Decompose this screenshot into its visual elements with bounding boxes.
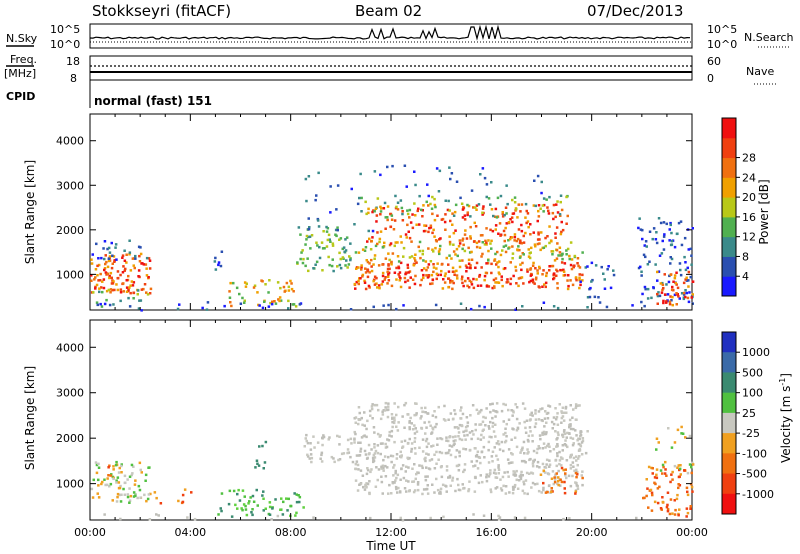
x-tick-label: 08:00 [275,526,307,539]
velocity-colorbar-label: Velocity [m s-1] [778,373,793,463]
colorbar-segment [722,216,736,238]
colorbar-segment [722,177,736,198]
date-title: 07/Dec/2013 [587,2,683,20]
colorbar-tick-label: 500 [742,366,763,379]
colorbar-segment [722,433,736,454]
colorbar-segment [722,372,736,394]
x-tick-label: 00:00 [74,526,106,539]
colorbar-segment [722,332,736,353]
y-tick-label: 1000 [56,268,84,281]
y-tick-label: 2000 [56,224,84,237]
nsky-tick-bottom: 10^0 [50,38,80,51]
colorbar-segment [722,197,736,218]
colorbar-segment [722,412,736,434]
cpid-value: normal (fast) 151 [94,94,212,108]
y-tick-label: 3000 [56,179,84,192]
time-xlabel: Time UT [365,539,416,553]
y-tick-label: 2000 [56,432,84,445]
nave-tick-bottom: 0 [707,72,714,85]
colorbar-segment [722,157,736,178]
station-title: Stokkseyri (fitACF) [92,2,231,20]
velocity-colorbar: 1000 500 100 25 -25 -100 -500 -1000 [721,331,774,515]
colorbar-tick-label: 100 [742,387,763,400]
power-colorbar: 4 8 12 16 20 24 28 [721,117,756,297]
colorbar-frame [721,117,737,297]
freq-unit: [MHz] [4,67,36,80]
colorbar-tick-label: 16 [742,211,756,224]
y-tick-label: 1000 [56,478,84,491]
colorbar-segment [722,352,736,373]
power-panel: 1000 2000 3000 4000 Slant Range [km] 4 8 12 16… [23,113,771,312]
colorbar-tick-label: 20 [742,191,756,204]
power-ylabel: Slant Range [km] [23,160,37,264]
colorbar-tick-label: 12 [742,231,756,244]
cpid-label: CPID [6,90,35,103]
colorbar-segment [722,118,736,139]
power-colorbar-label: Power [dB] [757,179,771,244]
x-tick-label: 20:00 [576,526,608,539]
nave-tick-top: 60 [707,55,721,68]
velocity-ylabel: Slant Range [km] [23,366,37,470]
velocity-echo-region [90,401,695,522]
colorbar-tick-label: 8 [742,250,749,263]
nsearch-tick-top: 10^5 [707,23,737,36]
colorbar-tick-label: 1000 [742,346,770,359]
beam-title: Beam 02 [355,2,422,20]
nsky-tick-top: 10^5 [50,23,80,36]
freq-label: Freq. [10,53,37,66]
nsearch-label: N.Search [744,31,794,44]
colorbar-segment [722,276,736,297]
colorbar-tick-label: 25 [742,407,756,420]
y-tick-label: 4000 [56,341,84,354]
colorbar-tick-label: -100 [742,447,767,460]
velocity-panel: 1000 2000 3000 4000 00:00 04:00 08:00 12:00 16:… [23,319,793,553]
nsky-panel: N.Sky 10^5 10^0 10^5 10^0 N.Search [6,23,794,51]
x-tick-label: 00:00 [676,526,708,539]
nsearch-tick-bottom: 10^0 [707,38,737,51]
colorbar-tick-label: 28 [742,152,756,165]
colorbar-segment [722,493,736,515]
cpid-panel: CPID normal (fast) 151 [6,80,212,108]
freq-tick-bottom: 8 [70,72,77,85]
colorbar-segment [722,453,736,475]
colorbar-tick-label: -1000 [742,488,774,501]
colorbar-tick-label: -500 [742,468,767,481]
x-tick-label: 12:00 [375,526,407,539]
y-tick-label: 3000 [56,387,84,400]
freq-panel: Freq. [MHz] 18 8 60 0 Nave [4,53,776,85]
colorbar-segment [722,236,736,257]
freq-tick-top: 18 [66,55,80,68]
colorbar-segment [722,256,736,277]
x-tick-label: 16:00 [475,526,507,539]
colorbar-frame [721,331,737,515]
y-tick-label: 4000 [56,135,84,148]
colorbar-tick-label: 4 [742,270,749,283]
colorbar-tick-label: -25 [742,427,760,440]
nsky-trace [89,24,691,41]
colorbar-segment [722,392,736,414]
colorbar-tick-label: 24 [742,171,756,184]
x-tick-label: 04:00 [174,526,206,539]
nave-label: Nave [746,65,774,78]
colorbar-segment [722,473,736,495]
power-echo-region [90,164,695,312]
nsky-label: N.Sky [6,32,38,45]
colorbar-segment [722,137,736,159]
